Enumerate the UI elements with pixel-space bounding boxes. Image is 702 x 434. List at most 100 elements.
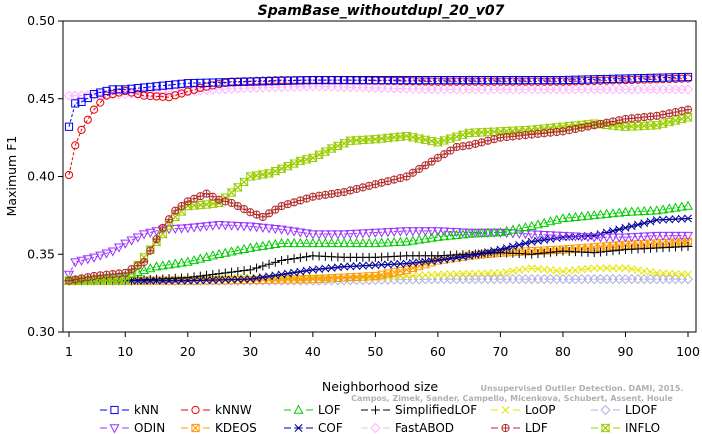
point-ldf	[264, 209, 274, 218]
point-knn	[315, 75, 324, 85]
point-knn	[533, 75, 543, 85]
point-lof	[132, 266, 143, 276]
point-odin	[301, 229, 312, 239]
point-lof	[195, 253, 206, 263]
point-lof	[389, 236, 400, 247]
point-loop	[602, 264, 611, 273]
point-lof	[176, 257, 187, 267]
point-lof	[532, 219, 543, 229]
point-simplifiedlof	[202, 270, 211, 280]
point-knn	[652, 73, 661, 82]
legend-item-knn: kNN	[100, 403, 159, 417]
point-knnw	[64, 170, 74, 180]
point-knn	[402, 75, 411, 85]
point-lof	[282, 237, 293, 248]
point-knn	[571, 75, 580, 84]
point-knn	[477, 75, 486, 85]
point-simplifiedlof	[683, 242, 693, 251]
x-axis: 1 10 20 30 40 50 60 70 80 90 100	[65, 332, 700, 359]
point-ldf	[302, 194, 311, 203]
point-odin	[220, 221, 231, 231]
point-odin	[295, 228, 306, 238]
point-knn	[271, 76, 280, 86]
point-simplifiedlof	[527, 249, 537, 259]
point-knn	[527, 75, 536, 85]
point-knnw	[77, 125, 86, 134]
point-knn	[71, 99, 80, 108]
legend-item-knnw: kNNW	[181, 403, 252, 417]
point-lof	[501, 225, 512, 235]
point-inflo	[270, 166, 281, 176]
point-lof	[445, 230, 456, 240]
x-tick-label: 20	[180, 344, 196, 359]
legend-item-simplifiedlof: SimplifiedLOF	[361, 403, 477, 417]
series-knn	[64, 72, 693, 131]
point-lof	[163, 259, 175, 269]
point-knn	[164, 80, 174, 90]
x-tick-label: 1	[65, 344, 73, 359]
y-tick-label: 0.45	[27, 91, 55, 106]
point-odin	[332, 230, 343, 240]
y-tick-label: 0.40	[27, 169, 55, 184]
point-cof	[627, 222, 636, 231]
point-inflo	[451, 131, 462, 142]
point-odin	[145, 228, 156, 238]
point-lof	[257, 240, 268, 250]
point-lof	[239, 243, 250, 253]
point-loop	[665, 269, 674, 278]
point-knn	[340, 75, 349, 85]
point-odin	[601, 233, 612, 243]
point-ldf	[415, 164, 424, 174]
point-knn	[358, 75, 367, 85]
point-knn	[321, 75, 330, 85]
series-line-loop	[69, 267, 689, 282]
point-knnw	[189, 85, 199, 94]
legend-item-ldof: LDOF	[591, 403, 657, 417]
point-cof	[414, 258, 424, 267]
point-lof	[401, 236, 412, 246]
point-odin	[189, 223, 200, 233]
point-odin	[632, 232, 644, 242]
point-knn	[558, 75, 568, 85]
point-odin	[414, 227, 425, 237]
point-loop	[684, 270, 692, 279]
point-knn	[171, 80, 180, 89]
point-knn	[258, 77, 267, 86]
point-odin	[682, 231, 694, 242]
point-inflo	[308, 153, 318, 163]
point-cof	[314, 265, 324, 274]
point-lof	[245, 242, 256, 252]
point-cof	[621, 223, 630, 232]
point-knnw	[96, 98, 105, 107]
point-odin	[514, 229, 525, 239]
point-knnw	[171, 91, 180, 100]
legend-label-inflo: INFLO	[625, 421, 660, 434]
point-ldf	[390, 175, 399, 184]
point-odin	[320, 230, 331, 240]
point-loop	[558, 267, 567, 276]
point-simplifiedlof	[589, 248, 599, 258]
point-knnw	[83, 115, 92, 124]
point-ldf	[177, 201, 186, 211]
point-odin	[195, 222, 206, 233]
series-line-ldof	[69, 278, 688, 282]
point-loop	[540, 265, 549, 274]
point-knn	[408, 75, 417, 85]
point-lof	[570, 211, 581, 221]
point-ldf	[152, 235, 161, 244]
legend-marker-simplifiedlof	[371, 405, 380, 415]
point-lof	[539, 217, 550, 227]
point-ldf	[671, 108, 680, 117]
point-knn	[96, 88, 105, 97]
point-odin	[251, 223, 262, 233]
point-odin	[395, 227, 406, 237]
point-ldf	[127, 265, 136, 274]
point-ldf	[277, 201, 286, 211]
point-lof	[270, 238, 281, 248]
point-knn	[346, 75, 355, 85]
point-cof	[521, 239, 530, 248]
point-simplifiedlof	[258, 261, 268, 271]
point-ldf	[683, 105, 693, 114]
point-ldf	[358, 183, 367, 192]
point-lof	[576, 211, 587, 221]
